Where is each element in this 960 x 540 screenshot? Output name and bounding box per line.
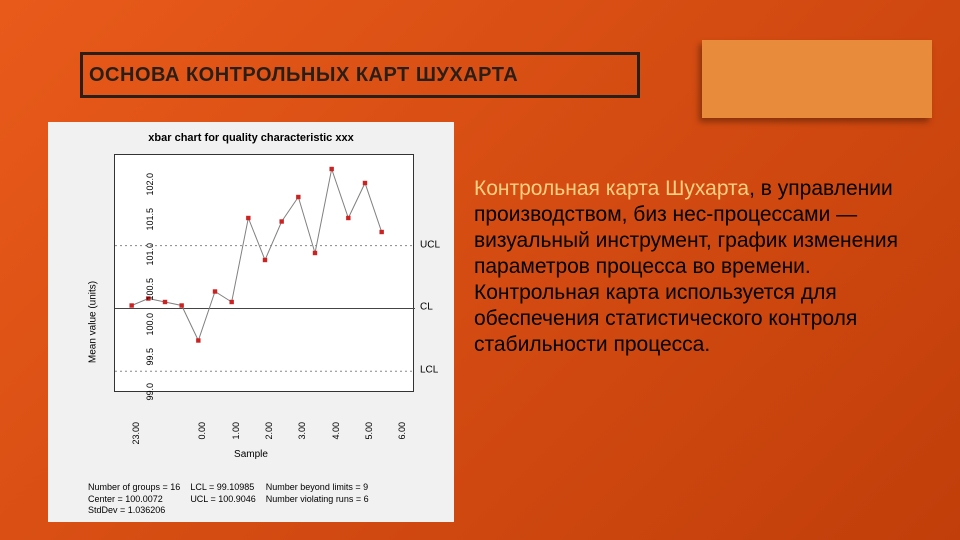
- chart-ytick-label: 101.0: [145, 243, 155, 279]
- chart-statistics: Number of groups = 16 Center = 100.0072 …: [88, 482, 369, 516]
- description-body: , в управлении производством, биз нес-пр…: [474, 177, 898, 356]
- chart-cl-label: CL: [420, 302, 433, 313]
- chart-svg: [115, 155, 415, 393]
- chart-ytick-label: 99.0: [145, 383, 155, 419]
- chart-xtick-label: 0.00: [197, 422, 207, 450]
- decorative-accent-box: [702, 40, 932, 118]
- stats-col-3: Number beyond limits = 9 Number violatin…: [266, 482, 369, 516]
- description-highlight: Контрольная карта Шухарта: [474, 177, 749, 200]
- chart-y-axis-label: Mean value (units): [88, 281, 99, 363]
- chart-xtick-label: 1.00: [231, 422, 241, 450]
- chart-ytick-label: 100.0: [145, 313, 155, 349]
- control-chart-panel: xbar chart for quality characteristic xx…: [48, 122, 454, 522]
- chart-xtick-label: 5.00: [364, 422, 374, 450]
- chart-title: xbar chart for quality characteristic xx…: [48, 132, 454, 144]
- page-title: ОСНОВА КОНТРОЛЬНЫХ КАРТ ШУХАРТА: [89, 64, 518, 87]
- chart-xtick-label: 6.00: [397, 422, 407, 450]
- chart-ytick-label: 99.5: [145, 348, 155, 384]
- title-container: ОСНОВА КОНТРОЛЬНЫХ КАРТ ШУХАРТА: [80, 52, 640, 98]
- chart-plot-area: [114, 154, 414, 392]
- chart-ytick-label: 101.5: [145, 208, 155, 244]
- chart-xtick-label: 23.00: [131, 422, 141, 450]
- chart-ytick-label: 102.0: [145, 173, 155, 209]
- stats-col-1: Number of groups = 16 Center = 100.0072 …: [88, 482, 180, 516]
- chart-lcl-label: LCL: [420, 365, 438, 376]
- chart-xtick-label: 2.00: [264, 422, 274, 450]
- chart-ucl-label: UCL: [420, 239, 440, 250]
- stats-col-2: LCL = 99.10985 UCL = 100.9046: [190, 482, 255, 516]
- chart-xtick-label: 4.00: [331, 422, 341, 450]
- description-text: Контрольная карта Шухарта, в управлении …: [474, 176, 924, 358]
- chart-xtick-label: 3.00: [297, 422, 307, 450]
- chart-ytick-label: 100.5: [145, 278, 155, 314]
- chart-x-axis-label: Sample: [48, 449, 454, 460]
